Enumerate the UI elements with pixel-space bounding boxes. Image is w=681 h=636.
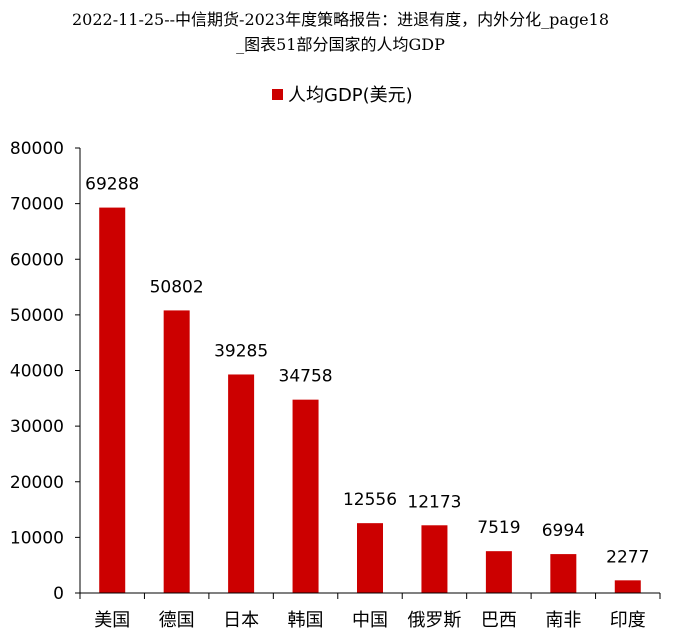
x-category-label: 印度: [610, 610, 646, 631]
bar: [485, 551, 512, 593]
y-tick-label: 70000: [10, 195, 64, 215]
data-label: 2277: [606, 547, 649, 567]
x-category-label: 巴西: [481, 610, 517, 631]
data-label: 7519: [477, 518, 520, 538]
data-label: 12556: [343, 490, 397, 510]
data-label: 34758: [279, 367, 333, 387]
y-axis: 0 10000 20000 30000 40000 50000 60000 70000 8000…: [10, 139, 81, 604]
bar: [99, 207, 126, 593]
x-category-label: 日本: [223, 610, 259, 631]
y-tick-label: 50000: [10, 306, 64, 326]
data-label: 6994: [542, 521, 585, 541]
y-tick-label: 0: [53, 584, 64, 604]
y-tick-label: 30000: [10, 417, 64, 437]
data-label: 50802: [150, 277, 204, 297]
bar: [550, 554, 577, 593]
y-tick-label: 20000: [10, 473, 64, 493]
data-label: 39285: [214, 341, 268, 361]
y-tick-label: 10000: [10, 528, 64, 548]
bars: 69288 50802 39285 34758 12556 12173 7519 6994 22…: [85, 175, 649, 593]
x-category-label: 中国: [352, 610, 388, 631]
x-category-label: 美国: [94, 610, 130, 631]
bar: [357, 523, 383, 593]
chart-title-line-1: 2022-11-25--中信期货-2023年度策略报告：进退有度，内外分化_pa…: [71, 10, 610, 29]
bar: [228, 374, 255, 593]
x-axis: 美国 德国 日本 韩国 中国 俄罗斯 巴西 南非 印度: [79, 592, 661, 631]
x-category-label: 德国: [159, 610, 195, 631]
y-tick-label: 60000: [10, 250, 64, 270]
x-category-label: 俄罗斯: [407, 610, 461, 631]
y-tick-label: 80000: [10, 139, 64, 159]
chart-title-line-2: _图表51部分国家的人均GDP: [236, 35, 445, 54]
legend-label: 人均GDP(美元): [288, 85, 413, 106]
data-label: 12173: [407, 492, 461, 512]
x-category-label: 南非: [545, 610, 581, 631]
bar: [292, 399, 319, 593]
legend-swatch: [272, 89, 283, 100]
x-category-label: 韩国: [288, 610, 324, 631]
data-label: 69288: [85, 175, 139, 195]
y-tick-label: 40000: [10, 362, 64, 382]
bar: [163, 310, 190, 593]
bar: [421, 525, 448, 593]
legend: 人均GDP(美元): [272, 85, 413, 106]
bar: [614, 580, 641, 593]
